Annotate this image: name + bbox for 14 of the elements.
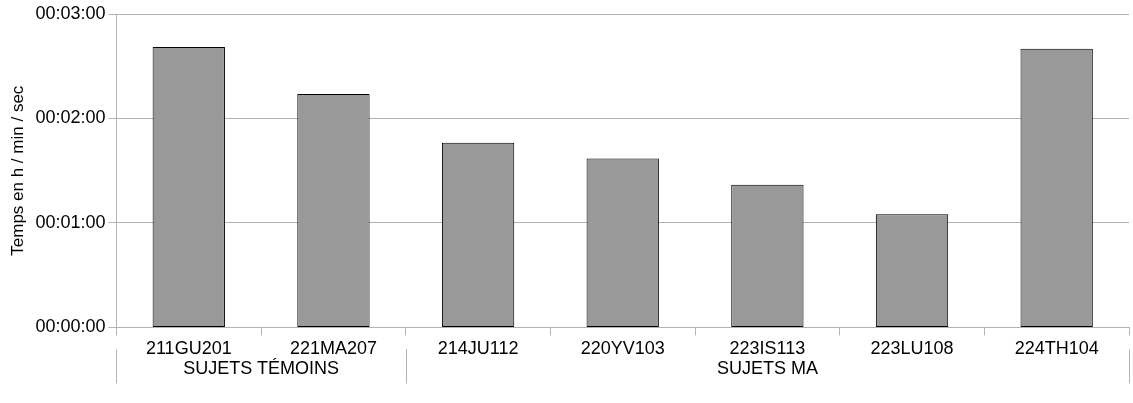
text: SUJETS MA — [716, 358, 818, 379]
y-tick-label: 00:00:00 — [35, 316, 106, 337]
y-tick-label: 00:01:00 — [35, 211, 106, 232]
y-tick-label: 00:02:00 — [35, 107, 106, 128]
x-tick-label: 211GU201 — [145, 338, 232, 359]
y-axis-title: Temps en h / min / sec — [7, 85, 27, 256]
x-tick-label: 223LU108 — [870, 338, 954, 359]
x-tick-label: 223IS113 — [729, 338, 806, 359]
x-tick-label: 224TH104 — [1014, 338, 1099, 359]
y-tick-label: 00:03:00 — [35, 2, 106, 23]
x-tick-label: 214JU112 — [437, 338, 519, 359]
text: SUJETS TÉMOINS — [183, 358, 339, 379]
x-tick-label: 221MA207 — [289, 338, 377, 359]
x-tick-label: 220YV103 — [580, 338, 665, 359]
